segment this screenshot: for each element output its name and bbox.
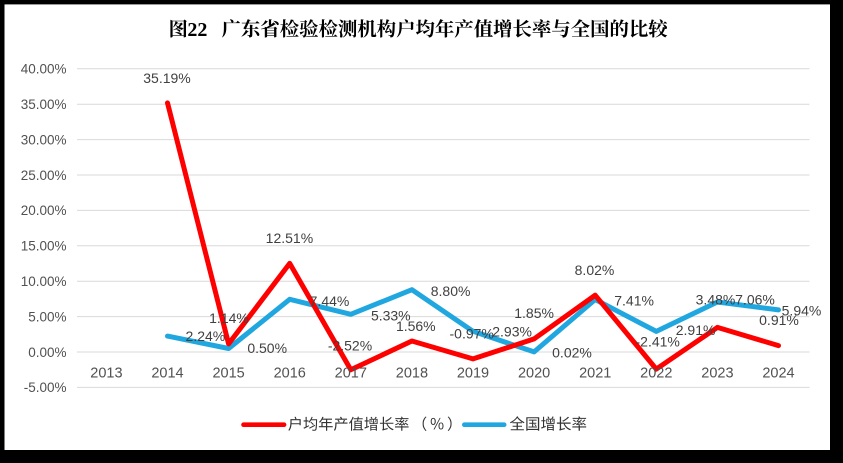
svg-text:-5.00%: -5.00% (24, 380, 67, 395)
svg-text:-2.41%: -2.41% (636, 334, 680, 350)
svg-text:2016: 2016 (274, 366, 306, 382)
svg-text:7.44%: 7.44% (310, 293, 350, 309)
svg-text:35.00%: 35.00% (21, 97, 67, 112)
svg-text:35.19%: 35.19% (143, 70, 190, 86)
svg-text:2015: 2015 (212, 366, 244, 382)
svg-text:0.91%: 0.91% (759, 312, 799, 328)
svg-text:2020: 2020 (518, 366, 550, 382)
svg-text:12.51%: 12.51% (266, 230, 313, 246)
svg-text:7.41%: 7.41% (614, 292, 654, 308)
svg-text:8.80%: 8.80% (431, 283, 471, 299)
svg-text:25.00%: 25.00% (21, 168, 67, 183)
svg-text:2021: 2021 (579, 366, 611, 382)
svg-text:2013: 2013 (90, 366, 122, 382)
svg-text:2023: 2023 (701, 366, 733, 382)
svg-text:-2.52%: -2.52% (328, 337, 372, 353)
svg-text:0.02%: 0.02% (552, 344, 592, 360)
svg-text:2017: 2017 (335, 366, 367, 382)
svg-text:30.00%: 30.00% (21, 132, 67, 147)
svg-text:1.85%: 1.85% (514, 305, 554, 321)
svg-text:0.00%: 0.00% (28, 345, 66, 360)
svg-text:20.00%: 20.00% (21, 203, 67, 218)
svg-text:2014: 2014 (151, 366, 183, 382)
svg-text:1.14%: 1.14% (209, 310, 249, 326)
svg-text:40.00%: 40.00% (21, 62, 67, 77)
svg-text:8.02%: 8.02% (575, 262, 615, 278)
svg-text:-0.97%: -0.97% (450, 325, 494, 341)
svg-text:2018: 2018 (396, 366, 428, 382)
svg-text:15.00%: 15.00% (21, 239, 67, 254)
svg-text:5.94%: 5.94% (782, 302, 822, 318)
svg-text:3.48%: 3.48% (696, 292, 736, 308)
svg-text:1.56%: 1.56% (396, 318, 436, 334)
svg-text:22: 22 (187, 19, 207, 41)
svg-text:10.00%: 10.00% (21, 274, 67, 289)
svg-text:2024: 2024 (762, 366, 794, 382)
svg-text:0.50%: 0.50% (247, 340, 287, 356)
svg-text:2.91%: 2.91% (676, 322, 716, 338)
svg-text:2019: 2019 (457, 366, 489, 382)
svg-text:5.00%: 5.00% (28, 309, 66, 324)
svg-text:5.33%: 5.33% (371, 307, 411, 323)
svg-text:7.06%: 7.06% (735, 292, 775, 308)
svg-text:2.93%: 2.93% (492, 324, 532, 340)
svg-text:2022: 2022 (640, 366, 672, 382)
svg-text:2.24%: 2.24% (186, 328, 226, 344)
